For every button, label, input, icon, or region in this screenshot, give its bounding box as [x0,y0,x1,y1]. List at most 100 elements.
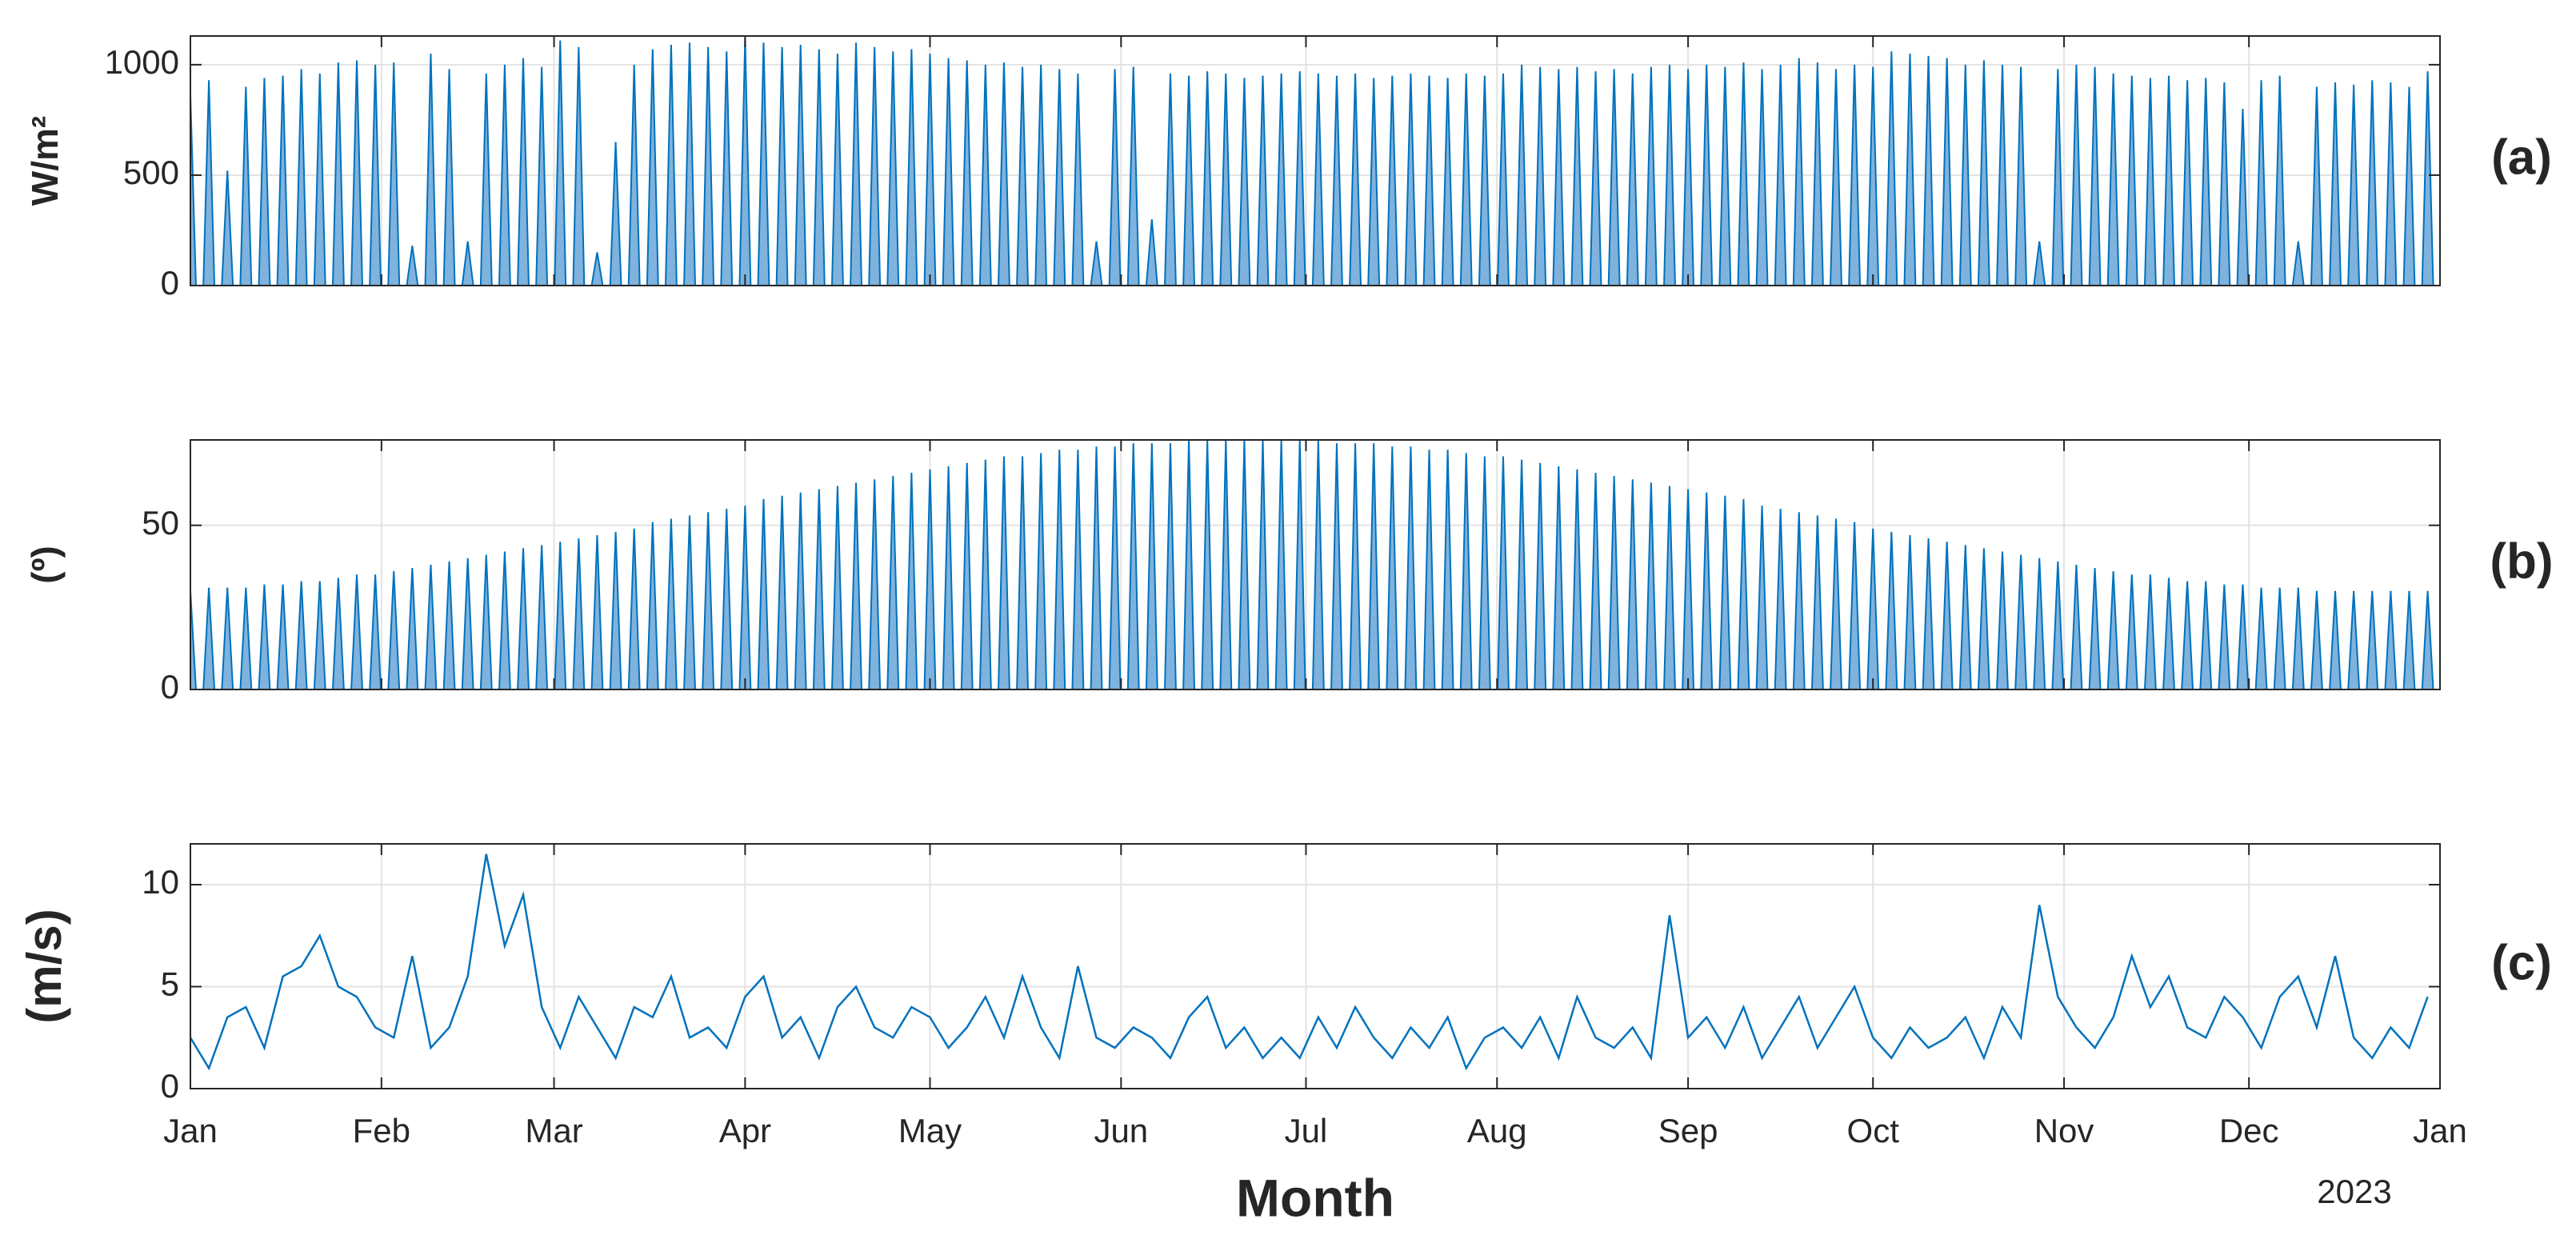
daily-peak [1570,469,1584,689]
daily-peak [1422,75,1436,286]
daily-peak [331,62,345,286]
daily-peak [313,73,326,286]
daily-peak [1274,73,1288,286]
daily-peak [1737,62,1750,286]
daily-peak [1349,443,1362,689]
daily-peak [1219,73,1233,286]
daily-peak [702,512,715,689]
daily-peak [1792,58,1806,286]
daily-peak [1090,446,1103,689]
daily-peak [886,476,900,689]
daily-peak [424,54,438,286]
daily-peak [1977,548,1990,689]
daily-peak [1201,71,1214,286]
daily-peak [1663,486,1676,689]
daily-peak [1644,66,1658,286]
y-axis-label: W/m² [24,116,66,206]
daily-peak [1830,69,1842,286]
daily-peak [190,95,197,286]
daily-peak [350,574,363,689]
daily-peak [757,42,770,286]
daily-peak [1256,440,1270,689]
y-axis-label: (º) [24,546,66,583]
y-tick-label: 0 [161,264,179,302]
daily-peak [2291,241,2305,286]
daily-peak [535,545,549,689]
y-tick-label: 0 [161,668,179,705]
daily-peak [1164,73,1177,286]
daily-peak [850,42,862,286]
daily-peak [1441,450,1454,689]
daily-peak [2347,84,2361,286]
y-tick-label: 5 [161,965,179,1003]
daily-peak [1958,545,1972,689]
daily-peak [1626,479,1639,689]
daily-peak [2347,590,2361,689]
daily-peak [2033,558,2046,689]
daily-peak [239,86,253,286]
daily-peak [627,528,641,689]
daily-peak [1497,456,1510,689]
daily-peak [1330,443,1343,689]
daily-peak [554,542,567,689]
panel-label: (b) [2490,534,2553,589]
daily-peak [2236,109,2250,286]
daily-peak [1349,73,1362,286]
daily-peak [627,64,641,286]
daily-peak [461,558,474,689]
daily-peak [1238,78,1251,286]
daily-peak [1459,453,1473,689]
x-tick-label: Oct [1847,1112,1900,1149]
daily-peak [2088,66,2102,286]
daily-peak [1201,440,1214,689]
daily-peak [572,46,586,286]
daily-peak [923,469,937,689]
x-tick-label: Jul [1285,1112,1328,1149]
daily-peak [406,568,419,689]
daily-peak [1515,459,1529,689]
daily-peak [1940,58,1954,286]
daily-peak [646,522,659,689]
daily-peak [1626,73,1639,286]
daily-peak [2051,561,2065,689]
daily-peak [461,241,474,286]
daily-peak [1922,55,1935,286]
daily-peak [1977,60,1990,286]
daily-peak [1441,78,1454,286]
daily-peak [1293,71,1306,286]
daily-peak [1274,440,1288,689]
daily-peak [812,49,826,286]
daily-peak [2218,584,2231,689]
daily-peak [2329,82,2342,286]
daily-peak [2384,590,2398,689]
daily-peak [1700,64,1714,286]
daily-peak [775,46,789,286]
y-tick-label: 500 [123,154,179,191]
daily-peak [1958,64,1972,286]
daily-peak [1404,73,1418,286]
year-label: 2023 [2317,1173,2391,1210]
daily-peak [1607,69,1621,286]
daily-peak [2143,78,2157,286]
daily-peak [2310,590,2323,689]
daily-peak [1016,456,1029,689]
daily-peak [942,466,955,689]
daily-peak [702,46,715,286]
daily-peak [1755,506,1769,689]
daily-peak [276,584,290,689]
daily-peak [554,40,567,286]
daily-peak [683,42,696,286]
daily-peak [664,518,678,689]
daily-peak [202,587,216,689]
daily-peak [1682,69,1695,286]
daily-peak [590,535,604,689]
daily-peak [202,80,216,286]
daily-peak [2033,241,2046,286]
daily-peak [1497,73,1510,286]
wind-line [190,853,2429,1071]
daily-peak [1903,535,1917,689]
daily-peak [1478,456,1491,689]
daily-peak [1718,495,1732,689]
daily-peak [1367,443,1381,689]
